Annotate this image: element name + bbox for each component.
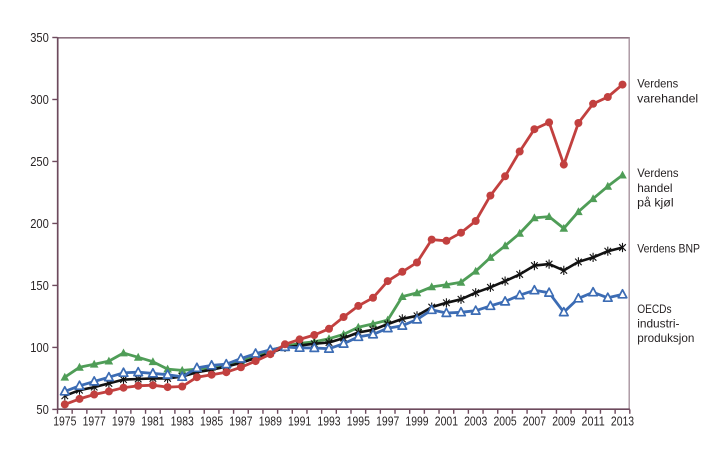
svg-text:2003: 2003 [464, 415, 487, 429]
svg-text:200: 200 [30, 217, 49, 231]
svg-text:1981: 1981 [141, 415, 164, 429]
svg-text:1977: 1977 [83, 415, 106, 429]
svg-text:2013: 2013 [611, 415, 634, 429]
svg-text:Verdens: Verdens [637, 77, 678, 91]
svg-text:2007: 2007 [523, 415, 546, 429]
svg-text:OECDs: OECDs [637, 302, 671, 316]
svg-text:1983: 1983 [171, 415, 194, 429]
svg-text:2011: 2011 [582, 415, 605, 429]
svg-text:1979: 1979 [112, 415, 135, 429]
svg-text:industri-: industri- [637, 317, 679, 331]
svg-text:100: 100 [30, 341, 49, 355]
svg-text:1985: 1985 [200, 415, 223, 429]
svg-text:300: 300 [30, 93, 49, 107]
svg-text:1991: 1991 [288, 415, 311, 429]
svg-text:Verdens: Verdens [637, 166, 678, 180]
svg-text:2005: 2005 [494, 415, 517, 429]
svg-text:1995: 1995 [347, 415, 370, 429]
svg-text:Verdens BNP: Verdens BNP [637, 242, 700, 256]
svg-text:1975: 1975 [53, 415, 76, 429]
svg-text:250: 250 [30, 155, 49, 169]
svg-text:2001: 2001 [435, 415, 458, 429]
svg-text:150: 150 [30, 279, 49, 293]
svg-text:på kjøl: på kjøl [637, 195, 673, 209]
svg-text:1999: 1999 [405, 415, 428, 429]
svg-text:varehandel: varehandel [637, 92, 698, 106]
svg-text:1993: 1993 [317, 415, 340, 429]
svg-text:handel: handel [637, 181, 672, 195]
svg-text:1989: 1989 [259, 415, 282, 429]
svg-text:1997: 1997 [376, 415, 399, 429]
svg-text:1987: 1987 [229, 415, 252, 429]
svg-text:50: 50 [36, 403, 48, 417]
svg-text:350: 350 [30, 31, 49, 45]
svg-text:produksjon: produksjon [637, 331, 694, 345]
svg-text:2009: 2009 [552, 415, 575, 429]
